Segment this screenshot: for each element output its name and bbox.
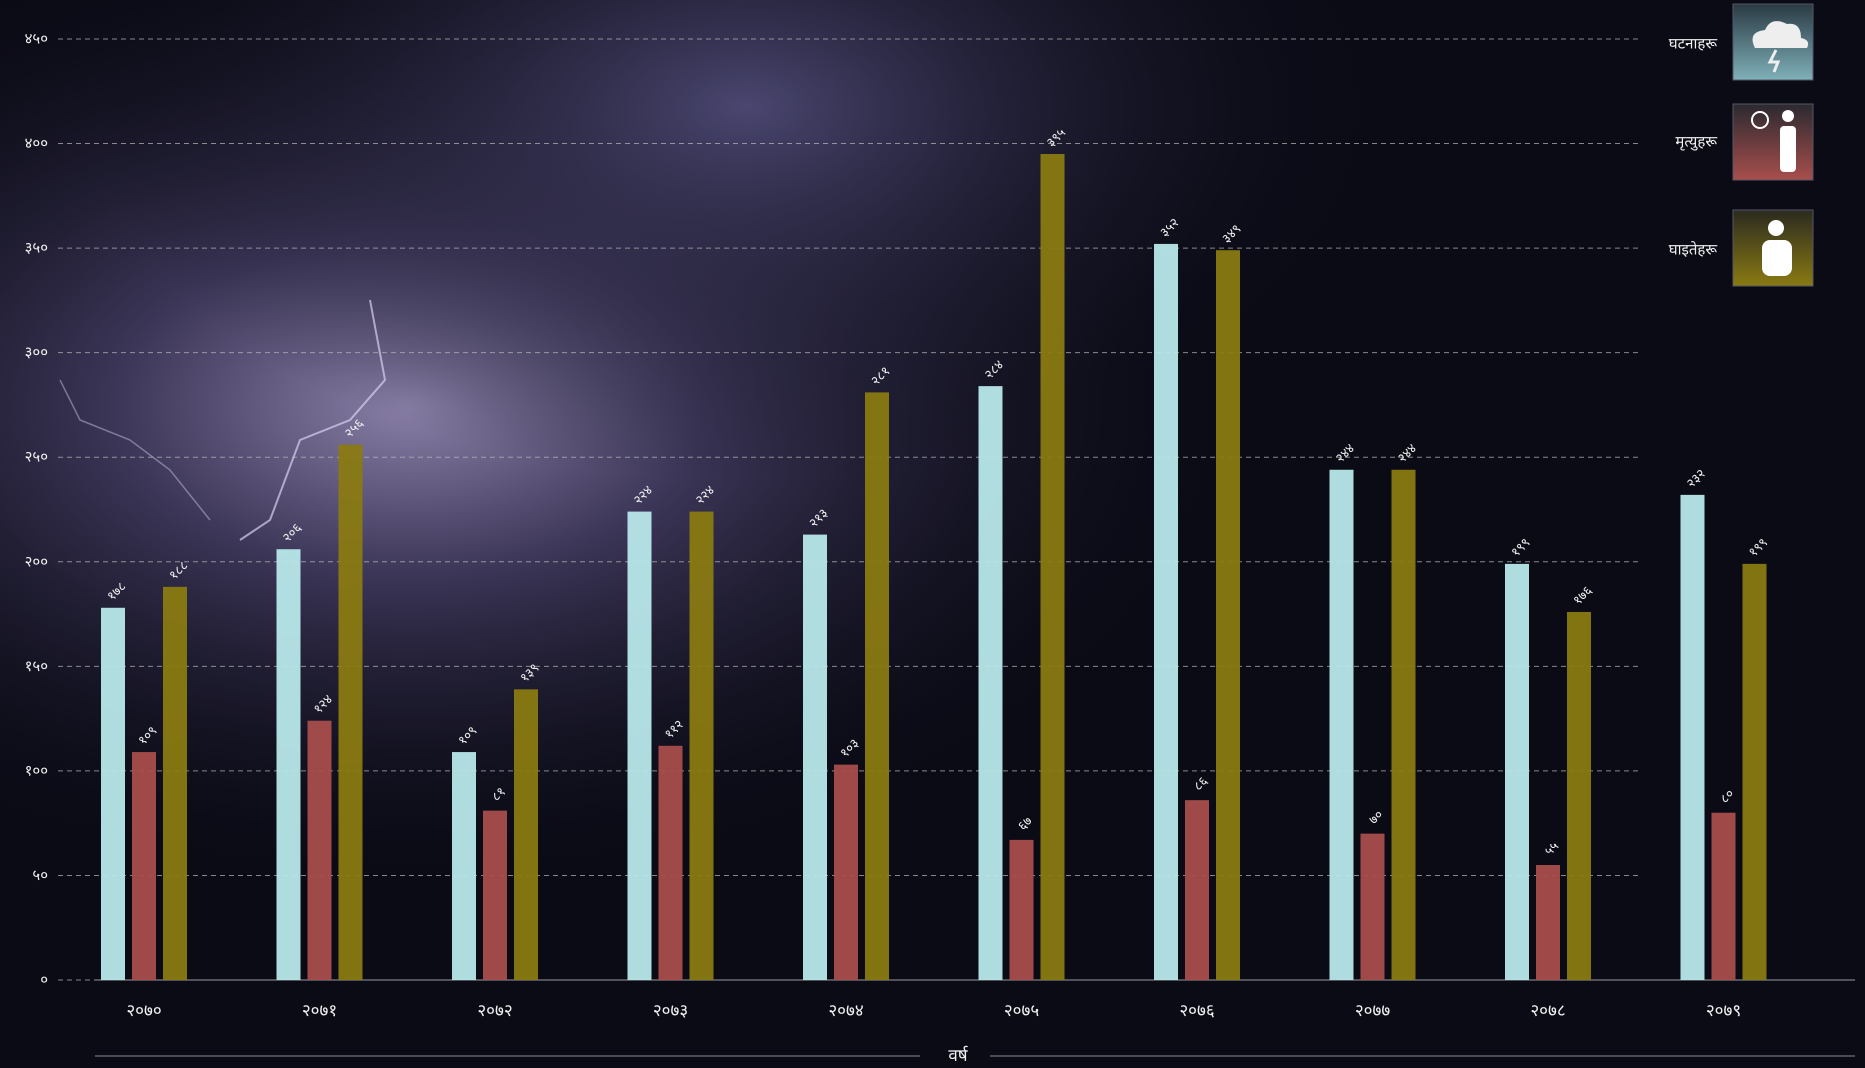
y-tick-label: ५०: [32, 866, 48, 884]
person-icon: [1768, 220, 1784, 236]
bar: [1330, 470, 1354, 980]
bar: [1536, 865, 1560, 980]
x-tick-label: २०७०: [126, 1001, 161, 1021]
chart: घटनाहरू मृत्युहरू घाइतेहरू वर्ष ० ५० १०० १५…: [0, 0, 1865, 1068]
x-tick-label: २०७२: [477, 1001, 512, 1021]
y-tick-label: १००: [25, 761, 48, 779]
y-tick-label: ४५०: [25, 30, 48, 48]
y-tick-label: ३००: [25, 343, 48, 361]
bar: [690, 512, 714, 980]
bar: [1505, 564, 1529, 980]
x-tick-label: २०७३: [653, 1001, 688, 1021]
bar: [483, 811, 507, 980]
bar: [803, 535, 827, 980]
bar: [1185, 800, 1209, 980]
bar: [1216, 250, 1240, 980]
y-tick-label: ४००: [25, 134, 48, 152]
bar: [101, 608, 125, 980]
x-tick-label: २०७९: [1706, 1001, 1741, 1021]
x-tick-label: २०७१: [302, 1001, 337, 1021]
person-icon: [1782, 110, 1794, 122]
bar: [308, 721, 332, 980]
bar: [514, 689, 538, 980]
bar: [339, 445, 363, 980]
x-tick-label: २०७५: [1004, 1001, 1039, 1021]
y-tick-label: १५०: [25, 657, 48, 675]
bar: [452, 752, 476, 980]
bar: [1010, 840, 1034, 980]
x-tick-label: २०७६: [1179, 1001, 1215, 1021]
x-tick-label: २०७८: [1530, 1001, 1565, 1021]
legend-label: घाइतेहरू: [1669, 241, 1718, 259]
legend: घटनाहरू मृत्युहरू घाइतेहरू: [1669, 4, 1813, 286]
legend-icon[interactable]: [1733, 104, 1813, 180]
bar: [1041, 154, 1065, 980]
bar: [1681, 495, 1705, 980]
bar: [163, 587, 187, 980]
bar: [1567, 612, 1591, 980]
bar: [1361, 834, 1385, 980]
person-icon: [1780, 126, 1796, 172]
person-icon: [1762, 240, 1792, 276]
x-tick-label: २०७४: [828, 1001, 863, 1021]
y-tick-label: ३५०: [25, 239, 48, 257]
y-tick-label: २५०: [25, 448, 48, 466]
bar: [659, 746, 683, 980]
bar: [277, 549, 301, 980]
y-tick-label: २००: [25, 552, 48, 570]
bar: [865, 392, 889, 980]
bar: [1154, 244, 1178, 980]
legend-label: मृत्युहरू: [1675, 133, 1717, 152]
bar: [1743, 564, 1767, 980]
bar: [1392, 470, 1416, 980]
x-tick-label: २०७७: [1355, 1001, 1391, 1021]
x-axis-title: वर्ष: [948, 1045, 968, 1066]
bar: [132, 752, 156, 980]
legend-label: घटनाहरू: [1669, 35, 1718, 53]
bar: [1712, 813, 1736, 980]
y-tick-label: ०: [40, 971, 48, 989]
bar: [834, 765, 858, 980]
bar: [979, 386, 1003, 980]
page: {"chart_data": {"type": "bar", "x_label"…: [0, 0, 1865, 1068]
bar: [628, 512, 652, 980]
